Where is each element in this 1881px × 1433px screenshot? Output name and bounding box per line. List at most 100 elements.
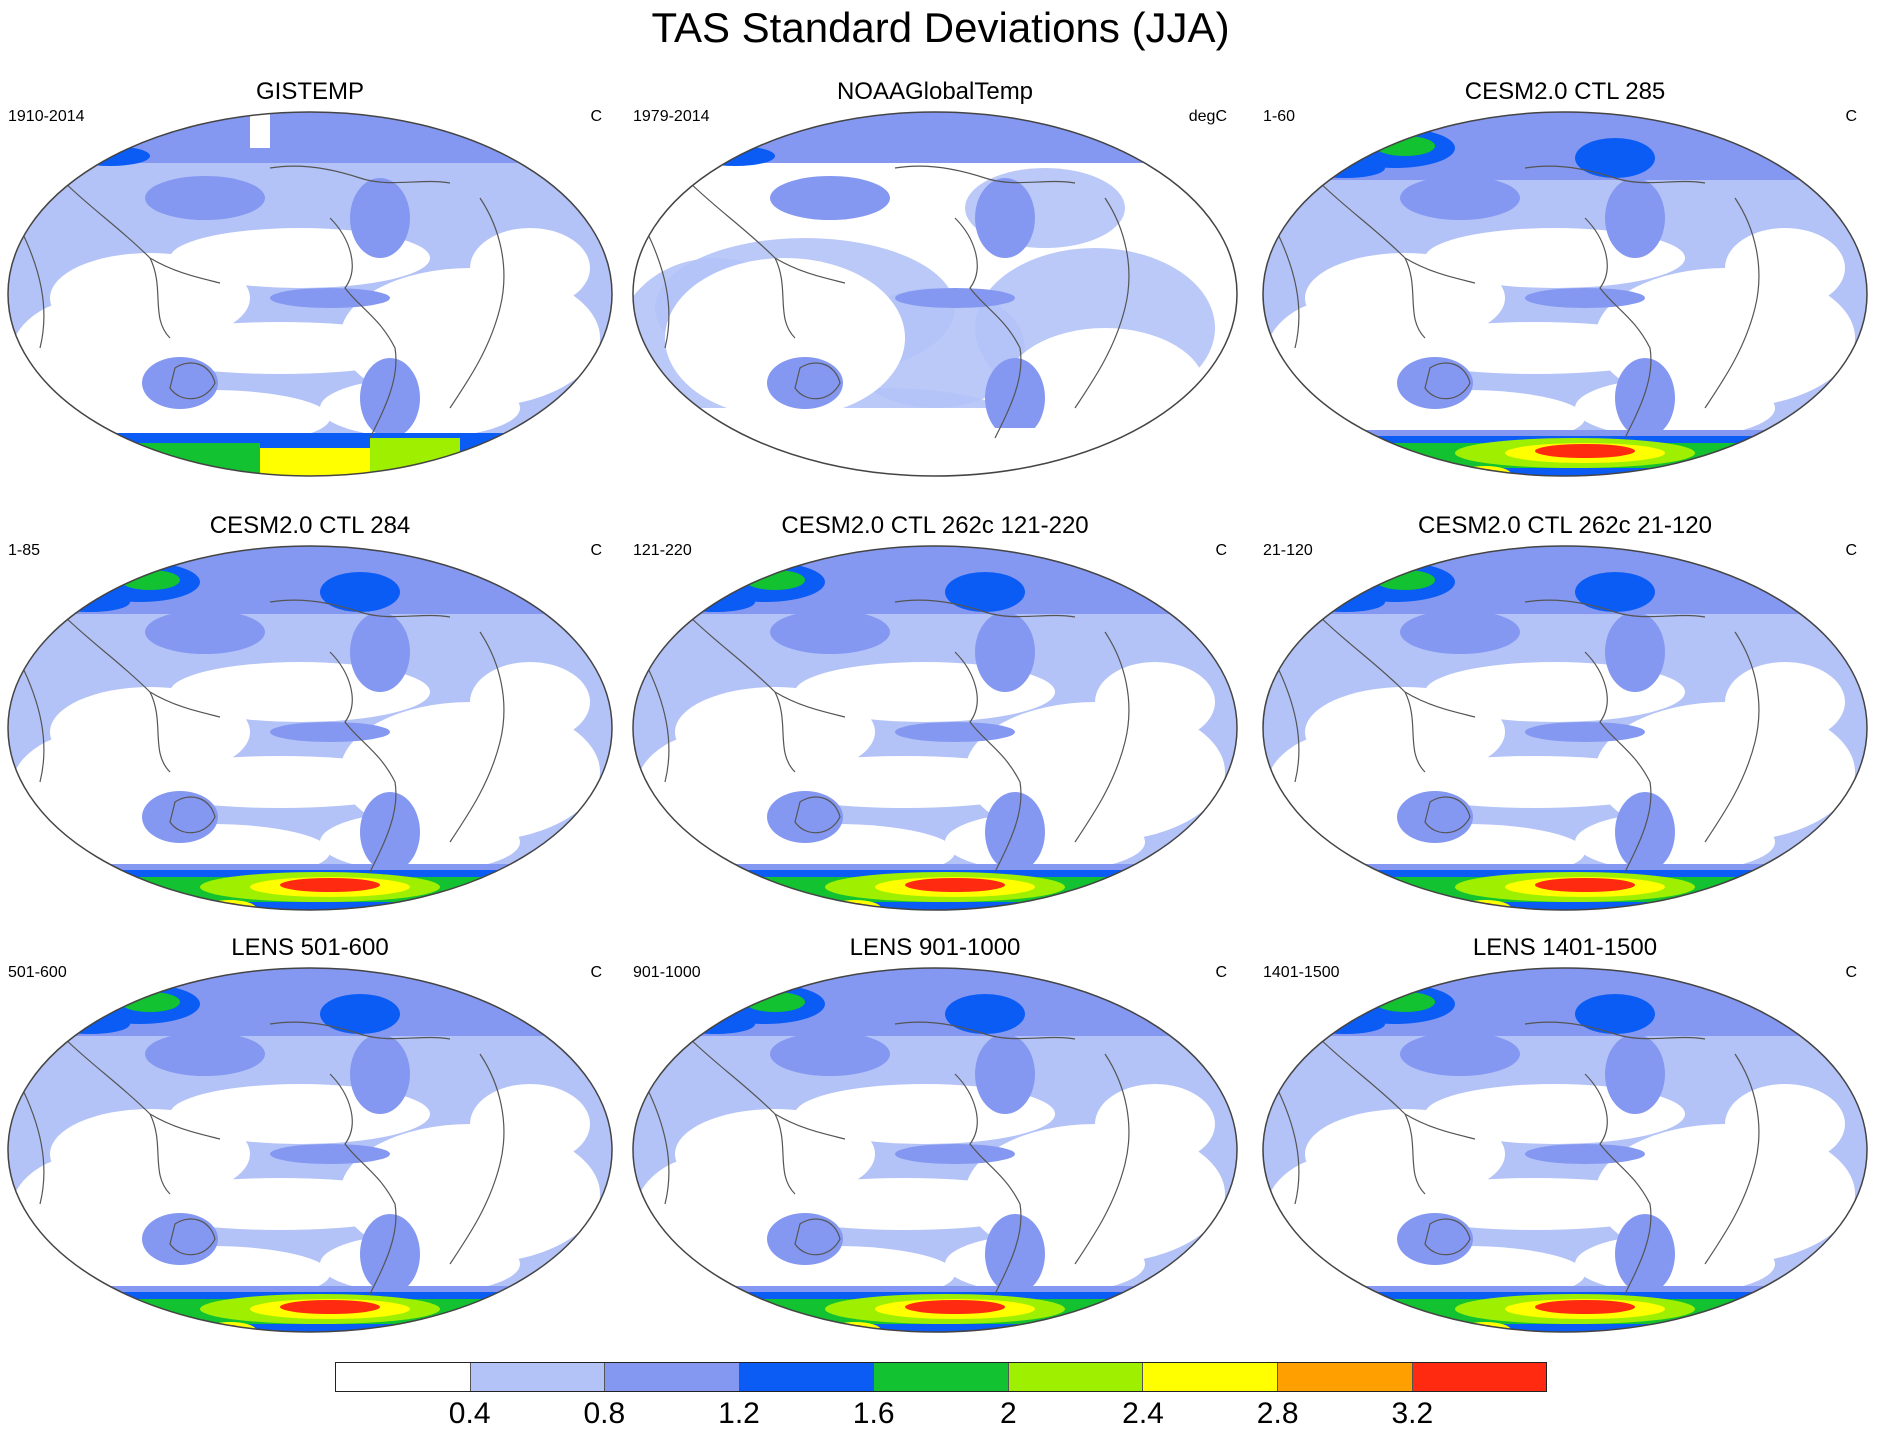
colorbar-tick-label: 0.4 (448, 1397, 491, 1430)
low-variability-patches (10, 1084, 600, 1302)
mid-variability-patches (767, 1032, 1045, 1294)
map-outline (1262, 545, 1868, 911)
map-plot (7, 545, 613, 911)
high-latitude-north-band (1263, 112, 1867, 180)
panel-period-label: 121-220 (633, 542, 692, 559)
map-panel-5: CESM2.0 CTL 262c 121-220 121-220 C (625, 512, 1245, 932)
low-variability-patches (635, 662, 1225, 880)
coastlines (644, 1021, 1130, 1295)
colorbar-tick-label: 2.8 (1256, 1397, 1299, 1430)
map-outline (7, 545, 613, 911)
low-variability-patches (10, 662, 600, 880)
panel-title: CESM2.0 CTL 262c 21-120 (1418, 512, 1712, 539)
panel-units-label: C (1215, 964, 1227, 981)
colorbar-segment-7 (1143, 1363, 1278, 1391)
mid-variability-patches (142, 1032, 420, 1294)
panel-units-label: C (590, 964, 602, 981)
high-latitude-north-band (8, 112, 612, 166)
panel-period-label: 901-1000 (633, 964, 701, 981)
panel-units-label: C (590, 542, 602, 559)
colorbar-segment-5 (874, 1363, 1009, 1391)
antarctic-band (8, 1286, 612, 1332)
panel-units-label: C (1845, 964, 1857, 981)
map-plot (632, 545, 1238, 911)
low-variability-patches (1265, 662, 1855, 880)
antarctic-band (8, 864, 612, 910)
map-plot (1262, 545, 1868, 911)
panel-units-label: C (1845, 542, 1857, 559)
map-panel-8: LENS 901-1000 901-1000 C (625, 934, 1245, 1354)
colorbar-tick-label: 1.6 (852, 1397, 895, 1430)
map-plot (7, 111, 613, 477)
map-outline (7, 967, 613, 1333)
panel-title: CESM2.0 CTL 262c 121-220 (781, 512, 1089, 539)
panel-units-label: C (1845, 108, 1857, 125)
panel-title: GISTEMP (255, 78, 364, 105)
high-latitude-north-band (633, 112, 1237, 166)
coastlines (19, 1021, 505, 1295)
colorbar-tick-label: 1.2 (718, 1397, 760, 1430)
panel-period-label: 1401-1500 (1263, 964, 1340, 981)
colorbar-segment-2 (470, 1363, 606, 1391)
map-panel-6: CESM2.0 CTL 262c 21-120 21-120 C (1255, 512, 1875, 932)
panel-units-label: C (590, 108, 602, 125)
high-latitude-north-band (633, 968, 1237, 1036)
map-panel-3: CESM2.0 CTL 285 1-60 C (1255, 78, 1875, 498)
mid-variability-patches (142, 610, 420, 872)
antarctic-band (1263, 430, 1867, 476)
panel-units-label: degC (1188, 108, 1227, 125)
coastlines (1274, 165, 1760, 439)
coastlines (1274, 599, 1760, 873)
colorbar-segment-1 (336, 1363, 471, 1391)
antarctic-band (8, 433, 612, 476)
colorbar-segment-3 (605, 1363, 740, 1391)
low-variability-patches (10, 228, 600, 446)
panel-period-label: 1979-2014 (633, 108, 710, 125)
high-latitude-north-band (8, 968, 612, 1036)
low-variability-patches (1265, 1084, 1855, 1302)
map-panel-9: LENS 1401-1500 1401-1500 C (1255, 934, 1875, 1354)
colorbar-tick-label: 3.2 (1391, 1397, 1434, 1430)
panel-period-label: 501-600 (8, 964, 67, 981)
map-plot (1262, 967, 1868, 1333)
map-outline (1262, 967, 1868, 1333)
colorbar-segment-4 (739, 1363, 875, 1391)
low-variability-patches (635, 1084, 1225, 1302)
high-latitude-north-band (8, 546, 612, 614)
panel-title: CESM2.0 CTL 284 (209, 512, 411, 539)
map-panel-4: CESM2.0 CTL 284 1-85 C (0, 512, 620, 932)
mid-variability-patches (767, 610, 1045, 872)
panel-units-label: C (1215, 542, 1227, 559)
antarctic-band (1263, 1286, 1867, 1332)
panel-period-label: 1910-2014 (8, 108, 85, 125)
mid-variability-patches (142, 176, 420, 438)
colorbar-tick-label: 0.8 (583, 1397, 626, 1430)
coastlines (19, 165, 505, 439)
high-latitude-north-band (633, 546, 1237, 614)
antarctic-band (1263, 864, 1867, 910)
colorbar-segment-9 (1412, 1363, 1547, 1391)
panel-period-label: 1-85 (8, 542, 41, 559)
map-plot (632, 111, 1238, 477)
map-plot (7, 967, 613, 1333)
colorbar-tick-label: 2.4 (1122, 1397, 1164, 1430)
colorbar-segment-6 (1008, 1363, 1144, 1391)
mid-variability-patches (1397, 176, 1675, 438)
map-outline (1262, 111, 1868, 477)
panel-title: LENS 901-1000 (849, 934, 1021, 961)
panel-title: LENS 1401-1500 (1472, 934, 1658, 961)
figure-title: TAS Standard Deviations (JJA) (651, 4, 1230, 51)
panel-title: LENS 501-600 (231, 934, 389, 961)
high-latitude-north-band (1263, 968, 1867, 1036)
antarctic-band (633, 1286, 1237, 1332)
high-latitude-north-band (1263, 546, 1867, 614)
map-panel-7: LENS 501-600 501-600 C (0, 934, 620, 1354)
map-outline (632, 111, 1238, 477)
coastlines (19, 599, 505, 873)
panel-period-label: 21-120 (1263, 542, 1313, 559)
mid-variability-patches (767, 176, 1045, 438)
map-plot (1262, 111, 1868, 477)
coastlines (644, 165, 1130, 439)
coastlines (1274, 1021, 1760, 1295)
map-panel-1: GISTEMP 1910-2014 C (0, 78, 620, 498)
